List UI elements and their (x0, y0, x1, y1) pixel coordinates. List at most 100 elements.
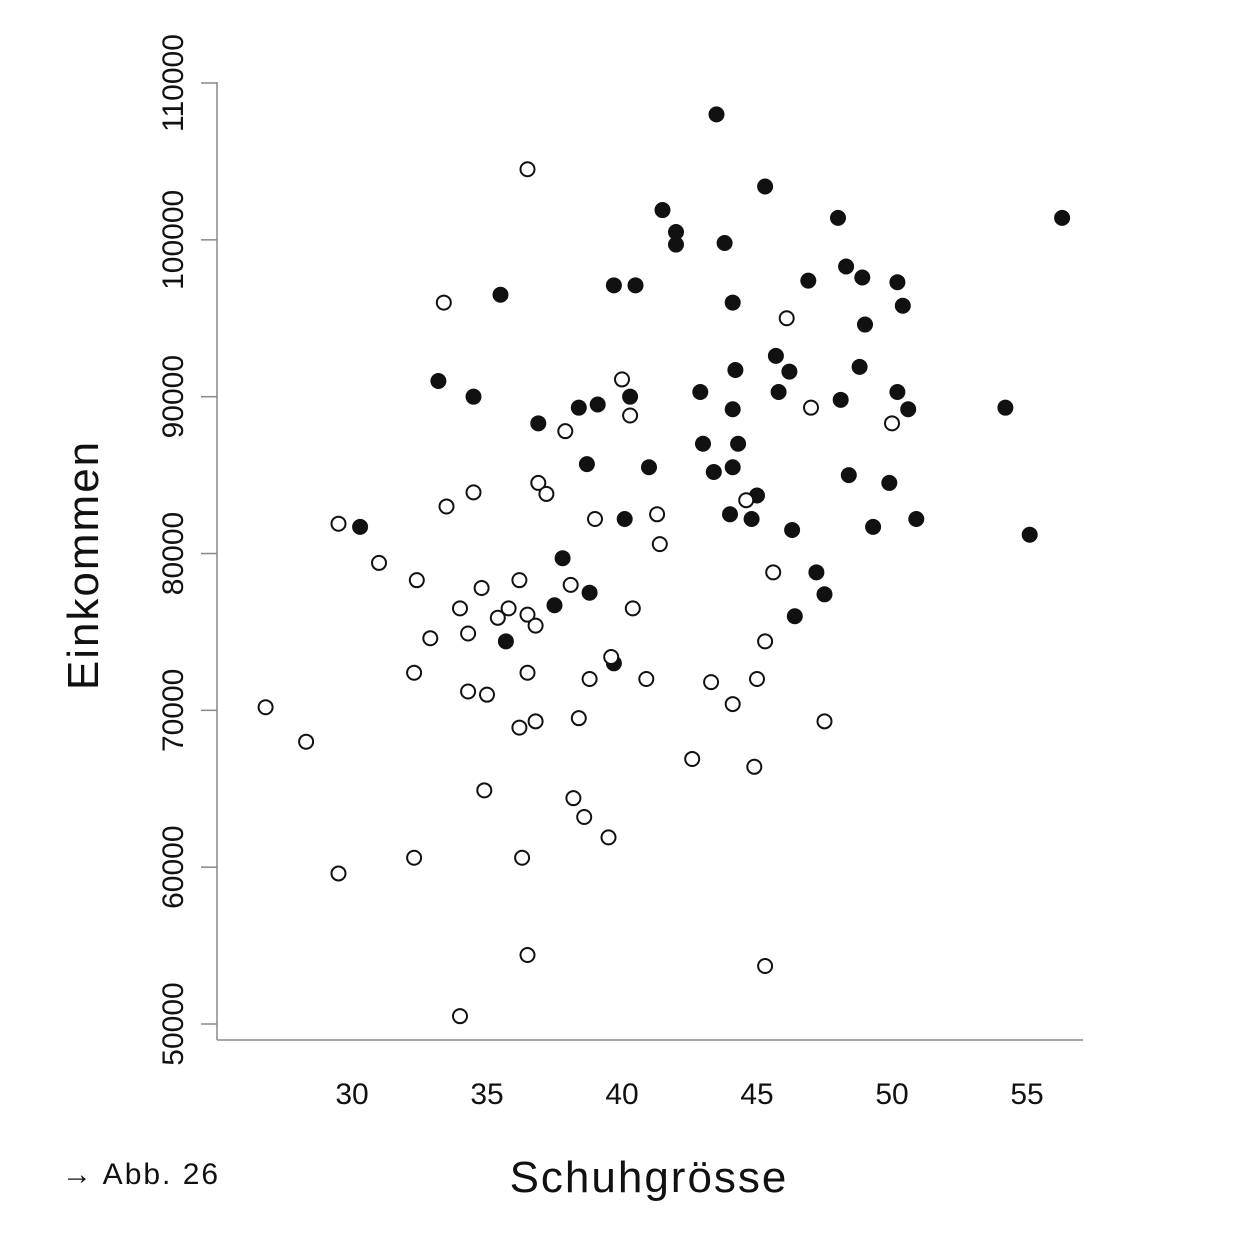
data-point-open (803, 399, 819, 416)
data-point-open (435, 294, 452, 311)
data-point-open (476, 782, 493, 799)
data-point-filled (716, 234, 733, 251)
data-point-filled (692, 383, 709, 400)
data-point-filled (497, 633, 514, 650)
data-point-filled (705, 463, 722, 480)
data-point-open (746, 758, 763, 775)
x-tick-label: 30 (335, 1078, 368, 1111)
data-point-filled (786, 608, 803, 625)
data-point-open (624, 600, 641, 617)
y-tick-label: 110000 (157, 34, 190, 132)
x-tick-label: 55 (1010, 1078, 1043, 1111)
x-axis-ticks: 30 35 40 45 50 55 (335, 1078, 1043, 1111)
data-point-open (519, 946, 536, 963)
data-point-open (614, 371, 630, 388)
data-point-filled (578, 456, 595, 473)
data-point-filled (881, 474, 898, 491)
data-point-filled (708, 106, 725, 123)
data-points (257, 106, 1071, 1025)
data-point-filled (654, 202, 671, 219)
data-point-open (565, 790, 582, 807)
data-point-open (600, 829, 617, 846)
data-point-open (257, 699, 274, 716)
data-point-open (371, 554, 387, 571)
data-point-open (408, 572, 425, 589)
data-point-open (757, 633, 774, 650)
data-point-open (765, 564, 782, 581)
data-point-open (749, 670, 765, 687)
data-point-filled (605, 277, 622, 294)
data-point-open (330, 515, 347, 532)
data-point-open (778, 310, 795, 327)
x-tick-label: 35 (470, 1078, 503, 1111)
data-point-open (452, 1008, 468, 1025)
data-point-open (519, 664, 536, 681)
data-point-open (703, 674, 720, 691)
data-point-open (816, 713, 833, 730)
data-point-open (884, 415, 900, 432)
data-point-filled (722, 506, 738, 523)
x-tick-label: 50 (875, 1078, 908, 1111)
data-point-open (576, 808, 593, 825)
y-axis-ticks: 50000 60000 70000 80000 90000 100000 110000 (157, 34, 217, 1066)
data-point-filled (784, 521, 801, 538)
x-tick-label: 45 (740, 1078, 773, 1111)
y-tick-label: 80000 (157, 512, 190, 595)
data-point-open (452, 600, 468, 617)
data-point-filled (581, 584, 598, 601)
data-point-filled (641, 459, 657, 476)
data-point-filled (767, 347, 784, 364)
data-point-filled (570, 399, 587, 416)
data-point-open (511, 572, 528, 589)
data-point-filled (589, 396, 606, 413)
x-tick-label: 40 (605, 1078, 638, 1111)
data-point-filled (465, 388, 482, 405)
data-point-open (500, 600, 517, 617)
data-point-open (738, 492, 755, 509)
data-point-open (724, 696, 741, 713)
data-point-open (511, 719, 528, 736)
data-point-filled (781, 363, 798, 380)
data-point-open (530, 474, 547, 491)
data-point-open (438, 498, 455, 515)
data-point-filled (727, 362, 744, 379)
data-point-filled (851, 358, 868, 375)
data-point-open (603, 649, 620, 666)
data-point-open (557, 423, 574, 440)
data-point-open (527, 713, 544, 730)
data-point-filled (352, 518, 369, 535)
y-tick-label: 50000 (157, 982, 190, 1065)
data-point-open (638, 670, 655, 687)
data-point-filled (840, 467, 857, 484)
data-point-open (479, 686, 495, 703)
data-point-filled (724, 401, 741, 418)
data-point-filled (997, 399, 1014, 416)
data-point-filled (546, 597, 563, 614)
y-tick-label: 90000 (157, 355, 190, 438)
data-point-filled (724, 459, 741, 476)
data-point-open (514, 849, 531, 866)
data-point-filled (724, 294, 741, 311)
data-point-open (465, 484, 482, 501)
data-point-filled (668, 236, 684, 253)
data-point-open (330, 865, 347, 882)
data-point-open (538, 485, 555, 502)
data-point-filled (430, 372, 447, 389)
data-point-filled (908, 511, 925, 528)
data-point-filled (808, 564, 825, 581)
data-point-filled (894, 297, 911, 314)
data-point-open (651, 536, 668, 553)
data-point-filled (616, 511, 633, 528)
data-point-open (406, 664, 423, 681)
data-point-filled (1054, 209, 1071, 226)
data-point-filled (554, 550, 571, 567)
data-point-open (587, 511, 603, 528)
data-point-open (298, 733, 315, 750)
data-point-filled (816, 586, 833, 603)
data-point-filled (622, 388, 639, 405)
data-point-open (757, 957, 774, 974)
data-point-open (519, 606, 536, 623)
data-point-filled (1021, 526, 1038, 543)
x-axis-title: Schuhgrösse (510, 1153, 789, 1202)
